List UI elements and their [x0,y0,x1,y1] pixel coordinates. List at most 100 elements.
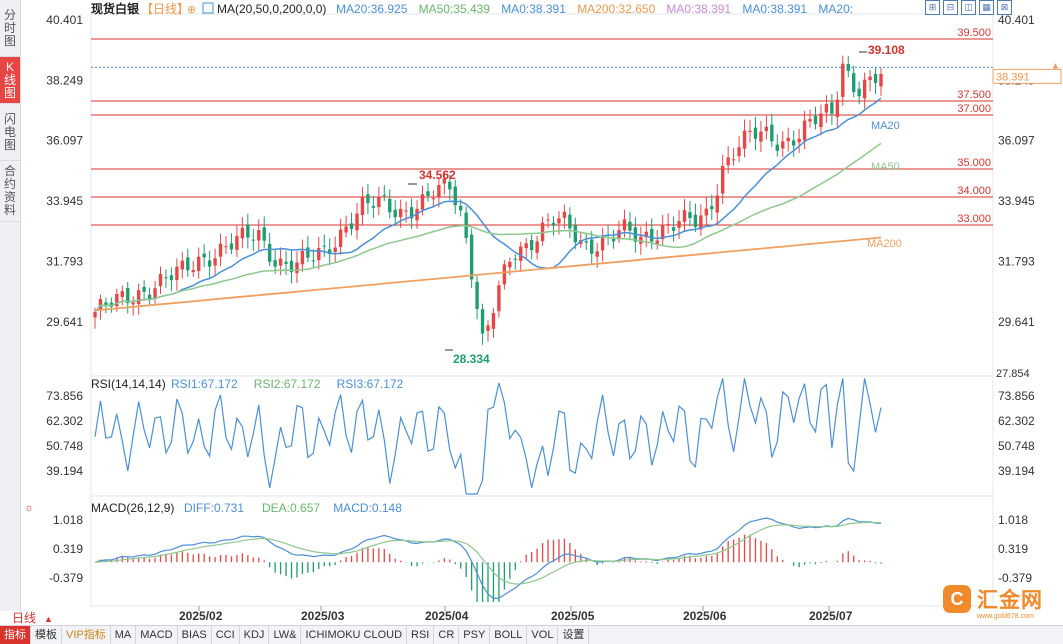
period-tab[interactable]: 日线 ▲ [0,611,90,625]
rsi-left-tick: 50.748 [46,439,83,453]
candle-body [628,221,632,231]
chart-tool-icons: ⊞ ⊟ ◫ ▦ ⊠ [925,0,1012,15]
candle-body [644,231,648,238]
candle-body [147,294,152,300]
zoom-in-icon[interactable]: ⊞ [925,0,940,15]
candle-body [333,247,337,253]
candle-body [710,206,714,210]
toolbar-item-1[interactable]: 模板 [31,626,62,644]
candle-body [519,246,523,261]
candle-body [802,120,807,141]
candle-body [328,249,332,255]
candle-body [295,262,299,274]
candle-body [742,130,747,149]
ma200-line [94,236,882,312]
toolbar-item-11[interactable]: CR [434,626,460,644]
candle-body [666,224,670,226]
settings-icon[interactable]: ▦ [979,0,994,15]
toolbar-item-3[interactable]: MA [111,626,137,644]
candle-body [611,238,616,242]
ma20-line [94,97,882,313]
toolbar-item-4[interactable]: MACD [136,626,178,644]
toolbar-item-12[interactable]: PSY [459,626,491,644]
candle-body [186,257,190,271]
symbol-name: 现货白银 [91,1,140,16]
toolbar-item-14[interactable]: VOL [527,626,559,644]
candle-body [213,258,217,266]
ma200-label: MA200 [867,238,902,250]
close-icon[interactable]: ⊠ [997,0,1012,15]
split-icon[interactable]: ◫ [961,0,976,15]
left-price-tick: 29.641 [46,315,83,329]
toolbar-item-9[interactable]: ICHIMOKU CLOUD [301,626,408,644]
candle-body [513,258,517,260]
candle-body [781,141,785,149]
sidebar-tab-3[interactable]: 闪电图 [0,104,20,161]
candle-body [240,227,245,239]
candle-body [671,227,676,231]
sidebar-tab-4[interactable]: 合约资料 [0,161,20,222]
toolbar-item-8[interactable]: LW& [269,626,302,644]
current-price-box [992,68,1062,84]
candle-body [453,186,457,206]
candle-body [120,291,124,297]
toolbar-item-5[interactable]: BIAS [178,626,212,644]
indicator-toolbar: 指标 模板 VIP指标 MA MACD BIAS CCI KDJ LW& ICHIMOKU CLO… [0,625,1063,644]
toolbar-item-2[interactable]: VIP指标 [62,626,111,644]
toolbar-item-0[interactable]: 指标 [0,626,31,644]
candle-body [229,243,234,250]
candle-body [175,266,179,280]
candle-body [404,210,408,212]
toolbar-item-7[interactable]: KDJ [240,626,270,644]
ma50-line [94,142,882,313]
candle-body [529,240,534,251]
left-price-tick: 33.945 [46,194,83,208]
toolbar-item-13[interactable]: BOLL [490,626,528,644]
candle-body [688,212,692,219]
candle-body [502,264,507,285]
left-price-tick: 31.793 [46,254,83,268]
level-label-0: 39.500 [957,27,991,39]
candle-body [791,140,796,146]
rsi-title: RSI(14,14,14) [91,377,166,391]
candle-body [251,239,255,241]
candle-body [289,260,294,273]
rsi-left-tick: 62.302 [46,414,83,428]
candle-body [797,138,801,143]
candle-body [486,325,490,331]
candle-body [257,230,261,241]
candle-body [93,311,97,318]
price-panel [90,13,994,377]
candle-body [426,191,430,196]
ma50-label: MA50 [871,161,900,173]
candle-body [306,247,310,258]
candle-body [622,219,627,231]
toolbar-item-6[interactable]: CCI [212,626,240,644]
toolbar-item-15[interactable]: 设置 [558,626,590,644]
candle-body [786,137,790,142]
sidebar-tab-1[interactable]: 分时图 [0,0,20,57]
candle-body [808,119,812,122]
candle-body [191,270,195,273]
candle-body [278,258,283,266]
candle-body [546,219,550,221]
candle-body [360,197,365,215]
candle-body [202,253,206,258]
candle-body [770,124,774,142]
ma-value-4: MA0:38.391 [666,2,731,16]
toolbar-item-10[interactable]: RSI [407,626,435,644]
zoom-out-icon[interactable]: ⊟ [943,0,958,15]
candle-body [382,194,386,196]
high-annotation: 39.108 [868,43,905,57]
ma-value-6: MA20: [818,2,853,16]
candle-body [573,225,578,243]
candle-body [349,223,354,229]
candle-body [475,281,479,309]
candle-body [682,210,687,222]
candle-body [142,286,146,292]
rsi-value-1: RSI2:67.172 [254,377,321,391]
candle-body [409,207,414,219]
candle-body [153,288,157,299]
